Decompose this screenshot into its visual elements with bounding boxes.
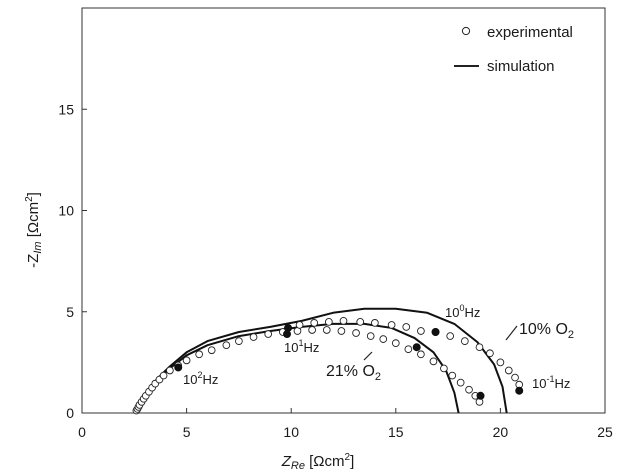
experimental-point	[295, 321, 304, 329]
legend: experimental simulation	[454, 24, 573, 75]
legend-simulation-label: simulation	[487, 58, 555, 75]
series-21-leader	[363, 351, 373, 361]
freq-label-100hz: 102Hz	[183, 370, 218, 387]
y-axis-title: -ZIm [Ωcm2]	[24, 192, 44, 268]
experimental-point	[337, 327, 346, 335]
experimental-point	[486, 349, 494, 358]
frequency-markers	[174, 323, 524, 400]
x-tick-label: 15	[388, 424, 404, 440]
experimental-point	[339, 317, 348, 325]
x-tick-label: 0	[78, 424, 86, 440]
experimental-point	[356, 318, 365, 326]
experimental-point	[235, 337, 243, 345]
experimental-point	[195, 350, 204, 359]
y-tick-label: 10	[58, 203, 74, 219]
experimental-point	[465, 385, 473, 394]
x-tick-label: 10	[283, 424, 299, 440]
experimental-point	[166, 366, 174, 375]
experimental-point	[352, 329, 360, 337]
experimental-point	[308, 326, 316, 334]
experimental-point	[387, 321, 396, 329]
x-tick-label: 20	[493, 424, 509, 440]
experimental-point	[402, 323, 411, 331]
y-tick-label: 0	[66, 405, 74, 421]
x-axis-title: ZRe [Ωcm2]	[281, 452, 355, 471]
experimental-point	[391, 339, 400, 347]
y-axis: 0 5 10 15	[58, 101, 87, 421]
frequency-marker	[515, 386, 524, 395]
experimental-point	[310, 319, 319, 327]
freq-label-1hz: 100Hz	[445, 303, 480, 320]
experimental-point	[446, 332, 455, 340]
freq-label-10hz: 101Hz	[284, 338, 319, 355]
frequency-marker	[174, 363, 183, 372]
experimental-point	[207, 346, 216, 355]
experimental-point	[404, 345, 413, 354]
experimental-point	[456, 378, 465, 387]
y-tick-label: 5	[66, 304, 74, 320]
experimental-point	[159, 371, 168, 380]
experimental-point	[504, 366, 513, 375]
frequency-marker	[412, 343, 421, 352]
series-10-label: 10% O2	[519, 321, 574, 341]
x-tick-label: 25	[597, 424, 613, 440]
experimental-point	[264, 330, 273, 338]
experimental-point	[417, 327, 425, 335]
experimental-point	[322, 326, 331, 334]
experimental-point	[325, 318, 333, 326]
simulation-curves	[135, 307, 508, 414]
legend-experimental-label: experimental	[487, 24, 573, 41]
experimental-point	[379, 335, 388, 343]
x-tick-label: 5	[183, 424, 191, 440]
experimental-point	[371, 319, 379, 327]
series-10-leader	[505, 325, 518, 341]
experimental-point	[429, 357, 438, 366]
experimental-point	[417, 350, 425, 359]
frequency-marker	[284, 323, 293, 332]
series-21-label: 21% O2	[326, 363, 381, 383]
experimental-point	[366, 332, 375, 340]
frequency-marker	[476, 391, 485, 400]
experimental-point	[182, 356, 191, 365]
freq-label-01hz: 10-1Hz	[532, 374, 570, 391]
x-axis: 0 5 10 15 20 25	[78, 408, 613, 440]
experimental-point	[448, 371, 457, 380]
experimental-point	[511, 373, 519, 382]
experimental-point	[460, 337, 469, 345]
frequency-marker	[431, 327, 440, 336]
experimental-point	[496, 358, 505, 367]
experimental-point	[440, 364, 448, 373]
experimental-point	[475, 343, 484, 352]
legend-experimental-marker	[461, 26, 471, 36]
experimental-point	[222, 341, 231, 350]
y-tick-label: 15	[58, 101, 74, 117]
experimental-point	[249, 333, 258, 341]
experimental-points	[132, 317, 524, 415]
